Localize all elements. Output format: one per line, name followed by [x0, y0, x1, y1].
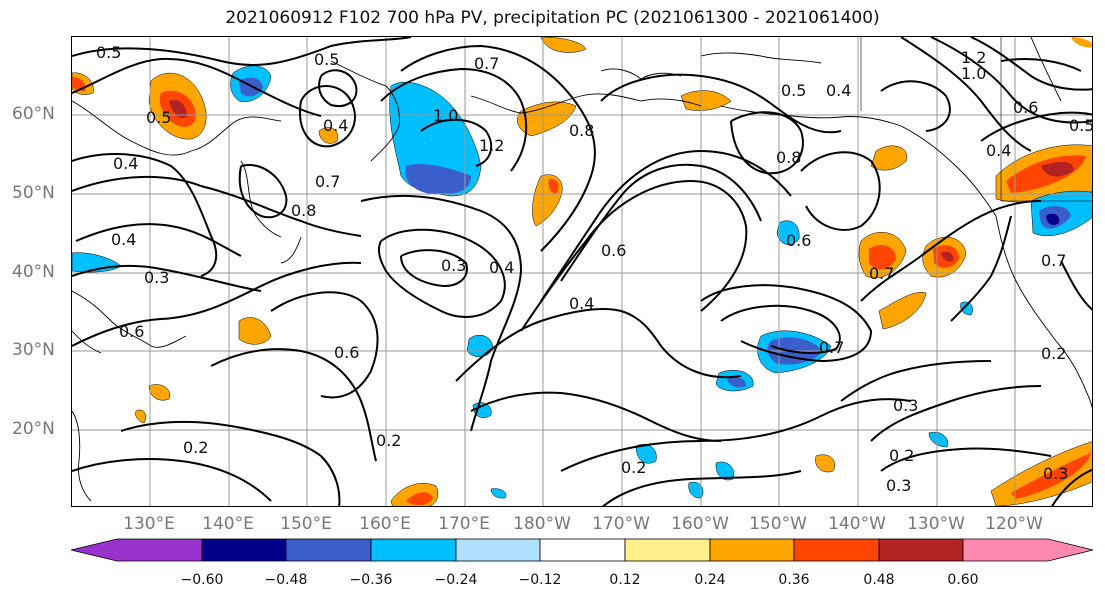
contour-label: 0.4	[323, 116, 348, 135]
contour-label: 0.8	[569, 121, 594, 140]
colorbar	[70, 538, 1094, 562]
pv-contours	[72, 37, 1092, 506]
colorbar-tick-label: 0.24	[694, 572, 726, 588]
lon-label: 160°W	[671, 514, 729, 534]
lat-label-30n: 30°N	[12, 340, 55, 360]
lon-label: 130°W	[907, 514, 965, 534]
contour-label: 0.3	[886, 476, 911, 495]
contour-label: 0.6	[1013, 98, 1038, 117]
colorbar-tick-label: 0.60	[947, 572, 979, 588]
contour-label: 0.7	[315, 172, 340, 191]
colorbar-tick-label: 0.36	[778, 572, 810, 588]
contour-label: 0.4	[826, 81, 851, 100]
contour-label: 0.2	[889, 446, 914, 465]
contour-label: 0.5	[314, 50, 339, 69]
colorbar-segment	[878, 538, 964, 562]
contour-label: 0.6	[334, 343, 359, 362]
colorbar-segment	[793, 538, 880, 562]
lon-label: 130°E	[123, 514, 175, 534]
contour-label: 0.7	[819, 338, 844, 357]
contour-label: 0.6	[601, 241, 626, 260]
colorbar-segment	[709, 538, 795, 562]
lon-label: 180°W	[513, 514, 571, 534]
contour-label: 0.5	[96, 43, 121, 62]
contour-label: 0.3	[441, 256, 466, 275]
contour-label: 0.6	[119, 322, 144, 341]
lon-label: 150°W	[749, 514, 807, 534]
contour-label: 0.4	[986, 141, 1011, 160]
colorbar-tick-label: 0.48	[863, 572, 895, 588]
colorbar-tick-label: −0.36	[349, 572, 393, 588]
colorbar-segment	[455, 538, 541, 562]
contour-label: 0.2	[183, 438, 208, 457]
colorbar-segment	[962, 538, 1094, 562]
contour-label: 0.4	[489, 258, 514, 277]
map-plot: 0.5 0.5 0.7 1.2 1.0 0.6 0.5 0.4 0.5 0.4 …	[72, 37, 1093, 506]
contour-label: 0.6	[786, 231, 811, 250]
lon-label: 140°E	[202, 514, 254, 534]
lat-label-20n: 20°N	[12, 419, 55, 439]
colorbar-tick-label: −0.60	[180, 572, 224, 588]
contour-label: 1.2	[961, 48, 986, 67]
map-title: 2021060912 F102 700 hPa PV, precipitatio…	[225, 8, 880, 28]
contour-label: 0.8	[291, 201, 316, 220]
lat-label-60n: 60°N	[12, 104, 55, 124]
contour-label: 0.2	[1041, 344, 1066, 363]
contour-label: 0.8	[776, 148, 801, 167]
contour-label: 1.0	[961, 64, 986, 83]
contour-label: 0.2	[621, 458, 646, 477]
contour-label: 0.7	[474, 54, 499, 73]
contour-label: 0.5	[146, 108, 171, 127]
contour-label: 0.4	[569, 294, 594, 313]
lon-label: 170°E	[438, 514, 490, 534]
contour-label: 0.4	[113, 154, 138, 173]
colorbar-tick-label: 0.12	[609, 572, 641, 588]
lon-label: 160°E	[359, 514, 411, 534]
lon-label: 150°E	[280, 514, 332, 534]
colorbar-segment	[370, 538, 457, 562]
colorbar-segment	[201, 538, 287, 562]
coastlines	[72, 37, 1092, 502]
contour-label: 1.0	[433, 106, 458, 125]
contour-label: 0.3	[1043, 464, 1068, 483]
contour-label: 1.2	[479, 136, 504, 155]
map-area: 0.5 0.5 0.7 1.2 1.0 0.6 0.5 0.4 0.5 0.4 …	[71, 36, 1093, 507]
contour-label: 0.4	[111, 230, 136, 249]
contour-label: 0.3	[144, 268, 169, 287]
lon-label: 170°W	[592, 514, 650, 534]
colorbar-tick-label: −0.24	[434, 572, 478, 588]
colorbar-tick-label: −0.48	[264, 572, 308, 588]
contour-label: 0.7	[1041, 251, 1066, 270]
colorbar-segment	[539, 538, 626, 562]
precip-positive-shading	[72, 37, 1092, 506]
colorbar-segment	[624, 538, 711, 562]
lon-label: 140°W	[828, 514, 886, 534]
contour-labels: 0.5 0.5 0.7 1.2 1.0 0.6 0.5 0.4 0.5 0.4 …	[96, 43, 1093, 495]
contour-label: 0.5	[781, 81, 806, 100]
colorbar-segment	[70, 538, 203, 562]
lat-label-50n: 50°N	[12, 183, 55, 203]
lon-label: 120°W	[985, 514, 1043, 534]
contour-label: 0.3	[893, 396, 918, 415]
contour-label: 0.2	[376, 431, 401, 450]
lat-label-40n: 40°N	[12, 262, 55, 282]
colorbar-tick-label: −0.12	[518, 572, 562, 588]
contour-label: 0.7	[869, 264, 894, 283]
contour-label: 0.5	[1069, 116, 1093, 135]
colorbar-segment	[285, 538, 372, 562]
